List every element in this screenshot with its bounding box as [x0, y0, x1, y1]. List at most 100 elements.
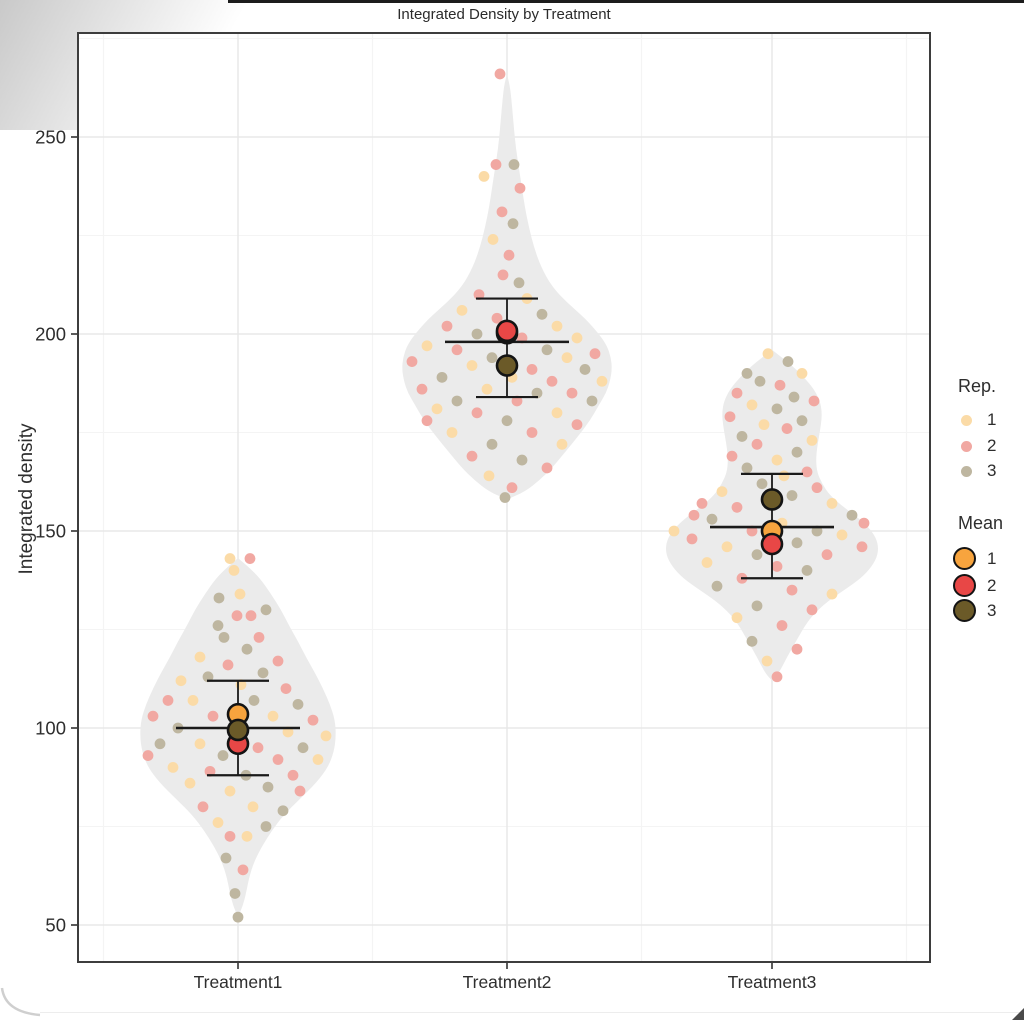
legend-mean-title: Mean: [958, 513, 1004, 533]
jitter-point: [187, 695, 199, 706]
jitter-point: [786, 490, 798, 501]
jitter-point: [706, 513, 718, 525]
jitter-point: [218, 631, 230, 643]
jitter-point: [721, 541, 733, 553]
y-tick-label: 50: [45, 915, 66, 936]
jitter-point: [508, 159, 520, 170]
legend-mean-item-1: 1: [953, 547, 996, 570]
jitter-point: [751, 438, 763, 450]
jitter-point: [526, 364, 538, 375]
jitter-point: [294, 785, 306, 797]
jitter-point: [446, 427, 458, 438]
jitter-point: [796, 415, 808, 427]
jitter-point: [184, 777, 196, 789]
jitter-point: [421, 415, 433, 427]
jitter-point: [741, 462, 753, 474]
jitter-point: [494, 68, 506, 80]
jitter-point: [761, 655, 773, 667]
jitter-point: [551, 320, 563, 332]
jitter-point: [287, 769, 299, 781]
legend-mean-label-2: 2: [987, 575, 997, 595]
jitter-point: [147, 710, 159, 722]
jitter-point: [247, 801, 259, 813]
jitter-point: [801, 565, 813, 576]
jitter-point: [551, 407, 563, 419]
jitter-point: [688, 509, 700, 521]
jitter-point: [272, 655, 284, 667]
jitter-point: [731, 612, 743, 624]
jitter-point: [241, 643, 253, 655]
mean-3-swatch-icon: [953, 599, 976, 622]
jitter-point: [701, 557, 713, 568]
jitter-point: [217, 750, 229, 761]
jitter-point: [741, 368, 753, 379]
jitter-point: [846, 509, 858, 521]
jitter-point: [232, 911, 244, 923]
jitter-point: [808, 395, 820, 407]
jitter-point: [561, 352, 573, 364]
jitter-point: [431, 403, 443, 415]
jitter-point: [252, 742, 264, 754]
jitter-point: [142, 750, 154, 761]
rep-1-swatch-icon: [961, 414, 972, 426]
jitter-point: [579, 364, 591, 375]
jitter-point: [241, 830, 253, 842]
jitter-point: [731, 387, 743, 399]
legend-rep-item-2: 2: [961, 436, 996, 456]
jitter-point: [491, 312, 503, 324]
jitter-point: [571, 419, 583, 431]
jitter-point: [497, 269, 509, 281]
jitter-point: [758, 419, 770, 431]
jitter-point: [253, 631, 265, 643]
jitter-point: [244, 553, 256, 564]
jitter-point: [194, 738, 206, 750]
jitter-point: [726, 450, 738, 462]
jitter-point: [541, 462, 553, 474]
jitter-point: [826, 498, 838, 509]
jitter-point: [546, 375, 558, 387]
jitter-point: [791, 537, 803, 549]
jitter-point: [511, 395, 523, 407]
jitter-point: [771, 454, 783, 466]
jitter-point: [416, 383, 428, 395]
jitter-point: [237, 864, 249, 876]
legend-mean-label-1: 1: [987, 548, 997, 568]
chart-title: Integrated Density by Treatment: [397, 6, 611, 23]
jitter-point: [451, 395, 463, 407]
jitter-point: [213, 592, 225, 604]
jitter-point: [514, 182, 526, 194]
jitter-point: [716, 486, 728, 497]
jitter-point: [776, 620, 788, 631]
jitter-point: [751, 549, 763, 561]
jitter-point: [506, 482, 518, 494]
jitter-point: [228, 565, 240, 576]
jitter-point: [836, 529, 848, 541]
mean-point-rep3: [226, 718, 250, 742]
mean-1-swatch-icon: [953, 547, 976, 570]
jitter-point: [277, 805, 289, 817]
jitter-point: [312, 754, 324, 765]
jitter-point: [696, 498, 708, 509]
jitter-point: [471, 407, 483, 419]
jitter-point: [260, 821, 272, 832]
jitter-point: [486, 438, 498, 450]
jitter-point: [307, 714, 319, 726]
mean-point-rep2: [495, 319, 519, 343]
jitter-point: [781, 423, 793, 434]
jitter-point: [746, 635, 758, 647]
y-axis-title: Integrated density: [16, 423, 37, 575]
panel-border: [77, 32, 931, 963]
jitter-point: [224, 785, 236, 797]
jitter-point: [320, 730, 332, 742]
legend-rep-label-2: 2: [987, 436, 997, 455]
jitter-point: [856, 541, 868, 553]
jitter-point: [197, 801, 209, 813]
jitter-point: [771, 561, 783, 572]
x-tick-label: Treatment1: [194, 972, 283, 992]
jitter-point: [224, 553, 236, 564]
mean-2-swatch-icon: [953, 574, 976, 597]
legend-mean-label-3: 3: [987, 600, 997, 620]
jitter-point: [536, 308, 548, 320]
jitter-point: [267, 710, 279, 722]
